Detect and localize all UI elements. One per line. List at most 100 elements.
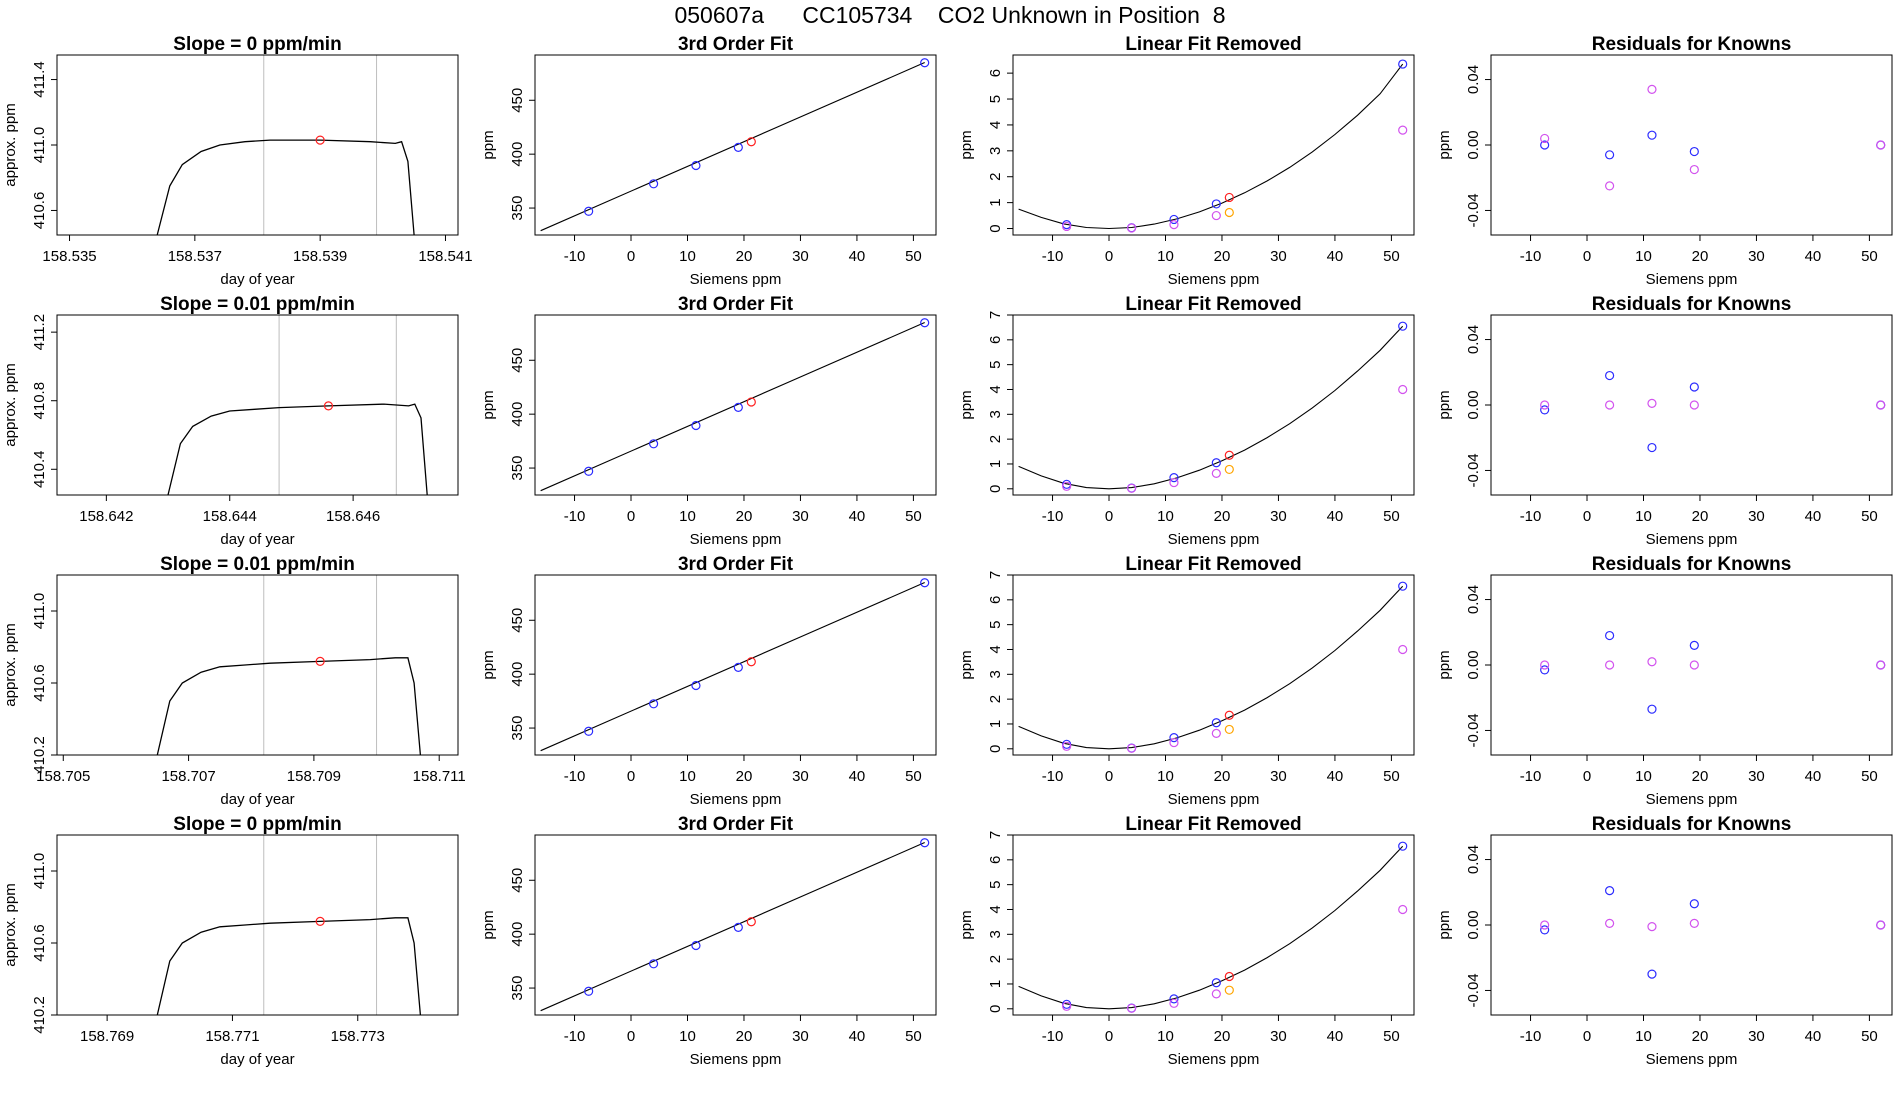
x-tick-label: 20: [1692, 768, 1709, 785]
x-axis-label: day of year: [220, 271, 294, 288]
plot-area: [1018, 581, 1408, 753]
data-point-magenta: [1605, 400, 1615, 410]
data-point-blue: [1398, 59, 1408, 69]
data-point-magenta: [1062, 1001, 1072, 1011]
x-tick-label: -10: [564, 508, 586, 525]
data-point-magenta: [1127, 1003, 1137, 1013]
data-point-magenta: [1540, 400, 1550, 410]
x-tick-label: 40: [1327, 1028, 1344, 1045]
data-point-red: [746, 917, 756, 927]
data-point-blue: [920, 578, 930, 588]
x-tick-label: 50: [1861, 1028, 1878, 1045]
x-tick-label: 158.644: [203, 508, 257, 525]
analyzer-trace-line: [167, 403, 428, 495]
y-axis-label: ppm: [480, 390, 497, 419]
y-tick-label: 0.04: [1465, 325, 1482, 354]
x-tick-label: 158.537: [168, 248, 222, 265]
chart-panel-3-1: Slope = 0.01 ppm/min day of year approx. p…: [2, 554, 466, 808]
plot-area: [540, 578, 930, 752]
x-tick-label: 40: [1805, 1028, 1822, 1045]
panel-title: Slope = 0.01 ppm/min: [160, 554, 355, 575]
x-tick-label: 0: [1105, 768, 1113, 785]
panel-title: 3rd Order Fit: [678, 34, 794, 55]
data-point-red: [1224, 710, 1234, 720]
x-tick-label: 0: [1105, 508, 1113, 525]
data-point-blue: [1211, 978, 1221, 988]
x-tick-label: 20: [1692, 1028, 1709, 1045]
x-tick-label: 50: [1861, 768, 1878, 785]
x-tick-label: 30: [1270, 1028, 1287, 1045]
y-tick-label: 2: [987, 695, 1004, 703]
data-point-blue: [1605, 370, 1615, 381]
x-tick-label: -10: [564, 248, 586, 265]
data-point-blue: [691, 420, 701, 431]
x-tick-label: 0: [627, 248, 635, 265]
plot-area: [540, 838, 930, 1012]
x-axis-label: day of year: [220, 1051, 294, 1068]
data-point-blue: [1689, 640, 1699, 650]
data-point-magenta: [1689, 660, 1699, 670]
y-axis-label: approx. ppm: [2, 363, 19, 446]
chart-panel-2-2: 3rd Order Fit Siemens ppm ppm -10 0 10 20 30 40 5…: [480, 294, 937, 548]
x-tick-label: 158.535: [42, 248, 96, 265]
x-tick-label: 10: [1635, 1028, 1652, 1045]
data-point-magenta: [1876, 920, 1886, 930]
y-tick-label: 5: [987, 880, 1004, 888]
panel-title: Slope = 0 ppm/min: [173, 34, 341, 55]
y-tick-label: 410.2: [31, 996, 48, 1034]
data-point-blue: [733, 922, 743, 932]
x-tick-label: 20: [736, 248, 753, 265]
data-point-blue: [920, 838, 930, 848]
x-tick-label: 40: [849, 508, 866, 525]
y-tick-label: 0: [987, 1005, 1004, 1013]
x-tick-label: 50: [905, 248, 922, 265]
x-tick-label: 158.773: [331, 1028, 385, 1045]
data-point-magenta: [1876, 140, 1886, 150]
plot-area: [156, 575, 422, 755]
x-tick-label: 50: [1861, 248, 1878, 265]
x-tick-label: 50: [1383, 508, 1400, 525]
data-point-magenta: [1211, 468, 1221, 478]
x-tick-label: -10: [1520, 1028, 1542, 1045]
x-tick-label: 40: [849, 248, 866, 265]
y-axis-label: approx. ppm: [2, 623, 19, 706]
plot-frame: [534, 834, 937, 1016]
x-tick-label: 50: [1383, 768, 1400, 785]
y-tick-label: 450: [509, 88, 526, 113]
x-tick-label: 40: [1805, 508, 1822, 525]
x-tick-label: 20: [1214, 1028, 1231, 1045]
data-point-blue: [733, 402, 743, 412]
y-tick-label: 4: [987, 385, 1004, 393]
y-tick-label: 2: [987, 435, 1004, 443]
data-point-blue: [1647, 969, 1657, 979]
data-point-magenta: [1398, 384, 1408, 395]
x-axis-label: day of year: [220, 531, 294, 548]
data-point-blue: [1647, 442, 1657, 453]
data-point-red: [746, 657, 756, 667]
x-tick-label: 30: [1748, 768, 1765, 785]
x-tick-label: 30: [792, 1028, 809, 1045]
x-axis-label: Siemens ppm: [1646, 1051, 1738, 1068]
x-tick-label: 30: [1748, 248, 1765, 265]
x-tick-label: 10: [1635, 768, 1652, 785]
x-axis-label: Siemens ppm: [1646, 791, 1738, 808]
y-tick-label: 0.00: [1465, 910, 1482, 939]
y-axis-label: ppm: [1436, 650, 1453, 679]
panel-title: 3rd Order Fit: [678, 294, 794, 315]
data-point-magenta: [1211, 210, 1221, 221]
data-point-blue: [584, 986, 594, 996]
data-point-red: [746, 137, 756, 147]
x-tick-label: -10: [1520, 768, 1542, 785]
x-axis-label: Siemens ppm: [1168, 791, 1260, 808]
plot-area: [1540, 370, 1886, 453]
chart-panel-4-2: 3rd Order Fit Siemens ppm ppm -10 0 10 20 30 40 5…: [480, 814, 937, 1068]
data-point-magenta: [1605, 918, 1615, 928]
x-tick-label: 40: [1327, 768, 1344, 785]
x-axis-label: day of year: [220, 791, 294, 808]
data-point-magenta: [1169, 998, 1179, 1008]
x-tick-label: 30: [1748, 508, 1765, 525]
chart-panel-1-2: 3rd Order Fit Siemens ppm ppm -10 0 10 20 30 40 5…: [480, 34, 937, 288]
